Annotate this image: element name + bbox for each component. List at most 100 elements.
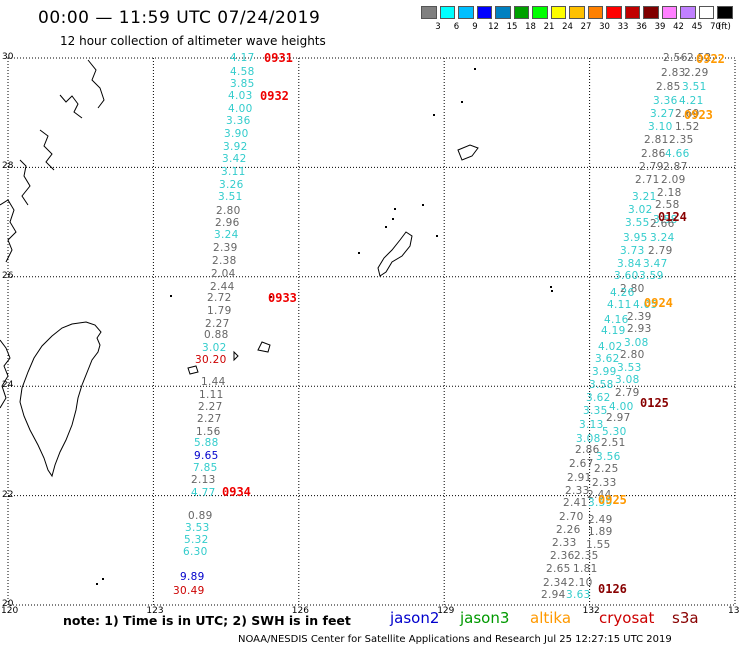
color-scale-label: 27 bbox=[580, 22, 592, 32]
east-track-wave-height-value: 4.02 bbox=[598, 341, 623, 353]
east-track-wave-height-value: 2.80 bbox=[620, 349, 645, 361]
west-track-wave-height-value: 2.96 bbox=[215, 217, 240, 229]
west-track-wave-height-value: 4.03 bbox=[228, 90, 253, 102]
east-track-wave-height-value: 2.67 bbox=[569, 458, 594, 470]
east-track-wave-height-value: 3.08 bbox=[576, 433, 601, 445]
west-track-wave-height-value: 2.72 bbox=[207, 292, 232, 304]
east-track-wave-height-value: 3.53 bbox=[617, 362, 642, 374]
east-track-wave-height-value: 4.26 bbox=[610, 287, 635, 299]
east-track-wave-height-value: 2.66 bbox=[650, 218, 675, 230]
lat-lon-grid bbox=[7, 57, 736, 606]
west-track-wave-height-value: 2.44 bbox=[210, 281, 235, 293]
east-track-wave-height-value: 4.11 bbox=[607, 299, 632, 311]
pass-time-label: 0922 bbox=[696, 52, 725, 66]
lon-tick-label: 123 bbox=[146, 606, 164, 616]
east-track-wave-height-value: 3.08 bbox=[624, 337, 649, 349]
island-dot bbox=[436, 235, 438, 237]
west-track-wave-height-value: 2.13 bbox=[191, 474, 216, 486]
east-track-wave-height-value: 2.51 bbox=[601, 437, 626, 449]
lat-tick-label: 26 bbox=[2, 270, 14, 281]
color-swatch bbox=[532, 6, 548, 19]
lon-tick-label: 135 bbox=[728, 606, 740, 616]
color-swatch bbox=[513, 6, 529, 19]
island-dot bbox=[474, 68, 476, 70]
east-track-wave-height-value: 1.52 bbox=[675, 121, 700, 133]
color-swatch bbox=[717, 6, 733, 19]
east-track-wave-height-value: 2.87 bbox=[663, 161, 688, 173]
color-swatch bbox=[643, 6, 659, 19]
color-scale-label: 33 bbox=[617, 22, 629, 32]
west-track-wave-height-value: 2.80 bbox=[216, 205, 241, 217]
east-track-wave-height-value: 2.80 bbox=[620, 283, 645, 295]
pass-time-label: 0924 bbox=[644, 296, 673, 310]
east-track-wave-height-value: 3.58 bbox=[589, 379, 614, 391]
east-track-wave-height-value: 3.84 bbox=[617, 258, 642, 270]
east-track-wave-height-value: 3.63 bbox=[566, 589, 591, 601]
east-track-wave-height-value: 2.97 bbox=[606, 412, 631, 424]
color-scale-label: 24 bbox=[562, 22, 573, 32]
west-track-wave-height-value: 3.42 bbox=[222, 153, 247, 165]
east-track-wave-height-value: 5.30 bbox=[602, 426, 627, 438]
west-track-wave-height-value: 2.27 bbox=[198, 401, 223, 413]
west-track-wave-height-value: 9.65 bbox=[194, 450, 219, 462]
east-track-wave-height-value: 2.09 bbox=[661, 174, 686, 186]
east-track-wave-height-value: 3.55 bbox=[625, 217, 650, 229]
east-track-wave-height-value: 3.08 bbox=[615, 374, 640, 386]
east-track-wave-height-value: 4.16 bbox=[604, 314, 629, 326]
east-track-wave-height-value: 2.86 bbox=[641, 148, 666, 160]
east-track-wave-height-value: 3.10 bbox=[648, 121, 673, 133]
color-scale-label: 39 bbox=[654, 22, 666, 32]
pass-time-label: 0932 bbox=[260, 89, 289, 103]
color-scale-label: 45 bbox=[691, 22, 703, 32]
island-dot bbox=[270, 296, 272, 298]
color-swatch bbox=[439, 6, 455, 19]
west-track-wave-height-value: 1.44 bbox=[201, 376, 226, 388]
west-track-wave-height-value: 3.02 bbox=[202, 342, 227, 354]
east-track-wave-height-value: 3.62 bbox=[586, 392, 611, 404]
east-track-wave-height-value: 4.05 bbox=[633, 299, 658, 311]
east-track-wave-height-value: 2.36 bbox=[550, 550, 575, 562]
color-swatch bbox=[550, 6, 566, 19]
east-track-wave-height-value: 2.49 bbox=[588, 514, 613, 526]
color-scale-label: 15 bbox=[506, 22, 518, 32]
color-swatch bbox=[680, 6, 696, 19]
east-track-wave-height-value: 3.47 bbox=[643, 258, 668, 270]
east-track-wave-height-value: 2.79 bbox=[639, 161, 664, 173]
east-track-wave-height-value: 3.35 bbox=[583, 405, 608, 417]
east-track-wave-height-value: 3.73 bbox=[620, 245, 645, 257]
china-coastline bbox=[0, 339, 11, 409]
color-scale-label: 6 bbox=[453, 22, 460, 32]
west-track-wave-height-value: 3.24 bbox=[214, 229, 239, 241]
east-track-wave-height-value: 3.60 bbox=[614, 270, 639, 282]
east-track-wave-height-value: 2.29 bbox=[684, 67, 709, 79]
west-track-wave-height-value: 0.89 bbox=[188, 510, 213, 522]
east-track-wave-height-value: 2.56 bbox=[663, 52, 688, 64]
pass-time-label: 0126 bbox=[598, 582, 627, 596]
okinawa-coastline bbox=[377, 231, 413, 277]
pass-time-label: 0124 bbox=[658, 210, 687, 224]
west-track-wave-height-value: 7.85 bbox=[193, 462, 218, 474]
east-track-wave-height-value: 2.86 bbox=[575, 444, 600, 456]
east-track-wave-height-value: 2.81 bbox=[644, 134, 669, 146]
east-track-wave-height-value: 2.58 bbox=[655, 199, 680, 211]
east-track-wave-height-value: 1.81 bbox=[573, 563, 598, 575]
west-track-wave-height-value: 3.26 bbox=[219, 179, 244, 191]
legend-item-jason3: jason3 bbox=[460, 609, 510, 627]
color-swatch bbox=[421, 6, 437, 19]
west-track-wave-height-value: 1.11 bbox=[199, 389, 224, 401]
west-track-wave-height-value: 2.38 bbox=[212, 255, 237, 267]
pass-time-label: 0925 bbox=[598, 493, 627, 507]
east-track-wave-height-value: 2.33 bbox=[592, 477, 617, 489]
color-scale-unit: (ft) bbox=[718, 22, 731, 32]
east-track-wave-height-value: 3.59 bbox=[639, 270, 664, 282]
east-track-wave-height-value: 2.79 bbox=[648, 245, 673, 257]
island-dot bbox=[550, 286, 552, 288]
east-track-wave-height-value: 2.25 bbox=[594, 463, 619, 475]
east-track-wave-height-value: 2.70 bbox=[559, 511, 584, 523]
color-scale-label: 3 bbox=[435, 22, 441, 32]
east-track-wave-height-value: 2.34 bbox=[543, 577, 568, 589]
east-track-wave-height-value: 1.89 bbox=[588, 526, 613, 538]
island-dot bbox=[102, 578, 104, 580]
island-dot bbox=[385, 226, 387, 228]
east-track-wave-height-value: 3.58 bbox=[653, 214, 678, 226]
